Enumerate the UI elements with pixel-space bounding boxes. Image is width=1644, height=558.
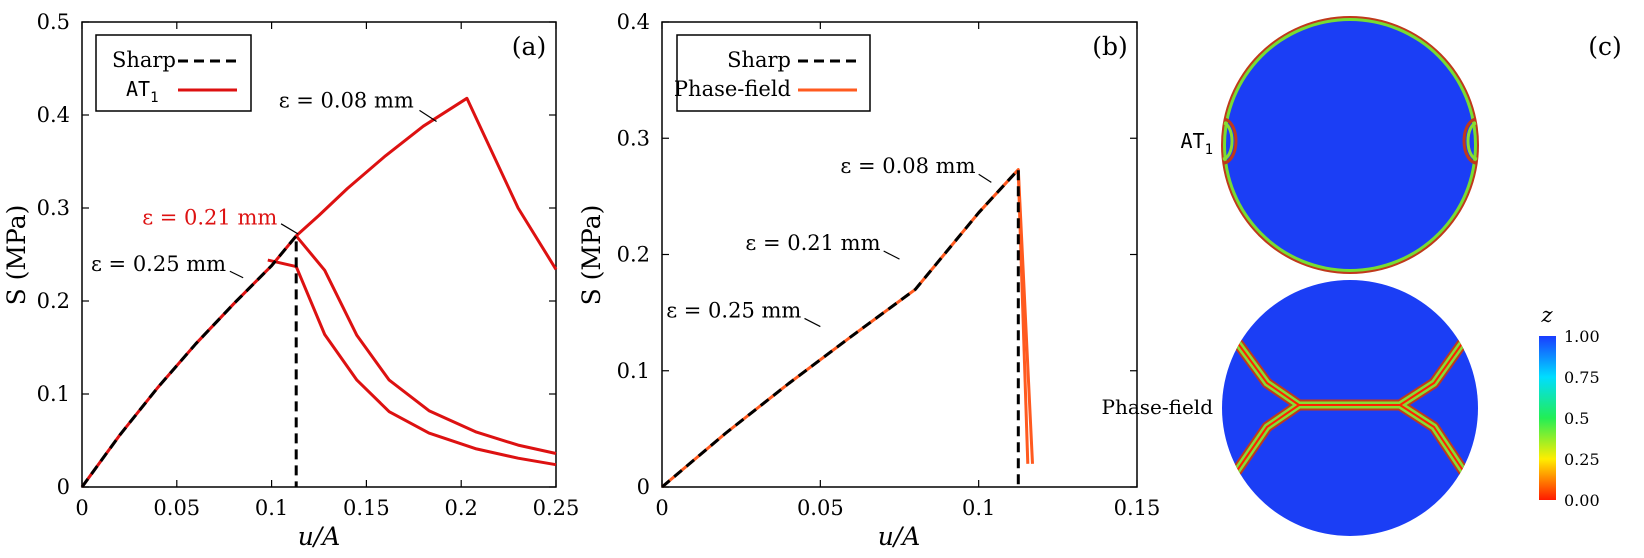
series-line-1 <box>295 234 557 455</box>
row-label-at1-subscript: 1 <box>1205 142 1213 158</box>
annotations: ε = 0.08 mm ε = 0.21 mm ε = 0.25 mm <box>91 89 414 277</box>
legend: Sharp Phase-field <box>674 34 871 112</box>
annotation-pointers <box>229 109 437 279</box>
annotation-label: ε = 0.08 mm <box>840 154 975 178</box>
legend-label-sharp: Sharp <box>727 48 791 72</box>
panel-c: (c) AT1 <box>1102 16 1622 536</box>
x-tick-label: 0 <box>75 496 88 520</box>
legend: Sharp AT1 <box>95 34 252 112</box>
panel-label: (c) <box>1588 32 1622 61</box>
colorbar-tick: 0.5 <box>1564 409 1589 428</box>
colorbar-tick: 0.75 <box>1564 368 1600 387</box>
annotation-pointer <box>978 173 992 183</box>
series-line-2 <box>267 258 557 467</box>
y-tick-label: 0 <box>57 475 70 499</box>
y-tick-label: 0.4 <box>37 103 70 127</box>
annotation-pointer <box>280 223 299 235</box>
y-axis-label: S (MPa) <box>2 205 31 306</box>
annotation-pointer <box>883 250 900 260</box>
edge-spot <box>1228 332 1240 344</box>
y-tick-label: 0.3 <box>617 126 650 150</box>
annotation-label: ε = 0.21 mm <box>142 206 277 230</box>
legend-box <box>676 34 871 112</box>
y-tick-label: 0 <box>637 475 650 499</box>
disk-body <box>1226 21 1474 269</box>
colorbar-tick: 0.25 <box>1564 450 1600 469</box>
x-tick-label: 0.05 <box>153 496 200 520</box>
annotation-label: ε = 0.25 mm <box>666 298 801 322</box>
annotations: ε = 0.08 mm ε = 0.21 mm ε = 0.25 mm <box>666 154 975 322</box>
y-tick-label: 0.1 <box>617 359 650 383</box>
legend-label-at1-subscript: 1 <box>150 90 158 106</box>
edge-spot <box>1460 332 1472 344</box>
annotation-label: ε = 0.25 mm <box>91 252 226 276</box>
annotation-pointers <box>804 173 992 328</box>
plot-area-frame <box>81 21 557 488</box>
crack-path-core <box>1233 337 1467 476</box>
annotation-pointer <box>229 270 244 279</box>
y-tick-label: 0.1 <box>37 382 70 406</box>
series-line-0 <box>80 96 558 488</box>
y-tick-label: 0.5 <box>37 10 70 34</box>
annotation-pointer <box>804 317 821 328</box>
x-tick-label: 0.15 <box>343 496 390 520</box>
y-tick-label: 0.4 <box>617 10 650 34</box>
chart-panel-a: 0 0.05 0.1 0.15 0.2 0.25 0 0.1 0.2 0.3 0.4 0.5 ε = … <box>2 10 579 551</box>
panel-label: (a) <box>512 32 546 61</box>
row-label-at1: AT1 <box>1180 129 1213 158</box>
annotation-label: ε = 0.08 mm <box>279 89 414 113</box>
colorbar-tick: 1.00 <box>1564 327 1600 346</box>
legend-label-sharp: Sharp <box>112 48 176 72</box>
x-tick-label: 0 <box>655 496 668 520</box>
series-layer <box>80 96 558 488</box>
at1-damage-disk <box>1221 16 1479 274</box>
annotation-label: ε = 0.21 mm <box>745 231 880 255</box>
x-tick-label: 0.2 <box>444 496 477 520</box>
x-tick-label: 0.15 <box>1114 496 1161 520</box>
annotation-pointer <box>419 109 437 123</box>
y-tick-label: 0.3 <box>37 196 70 220</box>
edge-spot <box>1460 469 1472 481</box>
x-tick-label: 0.25 <box>533 496 580 520</box>
series-line-1 <box>1016 173 1030 464</box>
edge-spot <box>1228 469 1240 481</box>
colorbar-title: z <box>1540 303 1553 327</box>
y-axis-label: S (MPa) <box>577 205 606 306</box>
x-tick-label: 0.1 <box>962 496 995 520</box>
series-layer <box>661 168 1034 489</box>
series-line-3 <box>80 234 298 488</box>
colorbar-tick: 0.00 <box>1564 491 1600 510</box>
x-tick-label: 0.05 <box>797 496 844 520</box>
row-label-phase-field: Phase-field <box>1102 395 1214 419</box>
x-axis-label: u/A <box>878 522 921 551</box>
colorbar: z 1.00 0.75 0.5 0.25 0.00 <box>1539 303 1600 510</box>
y-tick-label: 0.2 <box>37 289 70 313</box>
axis-ticks: 0 0.05 0.1 0.15 0.2 0.25 0 0.1 0.2 0.3 0.4 0.5 <box>37 10 580 520</box>
panel-label: (b) <box>1092 32 1128 61</box>
phase-field-damage-disk <box>1222 280 1478 536</box>
legend-box <box>95 34 252 112</box>
axis-ticks: 0 0.05 0.1 0.15 0 0.1 0.2 0.3 0.4 <box>617 10 1161 520</box>
colorbar-gradient <box>1539 336 1556 500</box>
legend-label-phase-field: Phase-field <box>674 77 791 101</box>
x-axis-label: u/A <box>298 522 341 551</box>
y-tick-label: 0.2 <box>617 243 650 267</box>
legend-label-at1: AT1 <box>126 77 159 106</box>
x-tick-label: 0.1 <box>255 496 288 520</box>
series-line-2 <box>661 168 1020 489</box>
